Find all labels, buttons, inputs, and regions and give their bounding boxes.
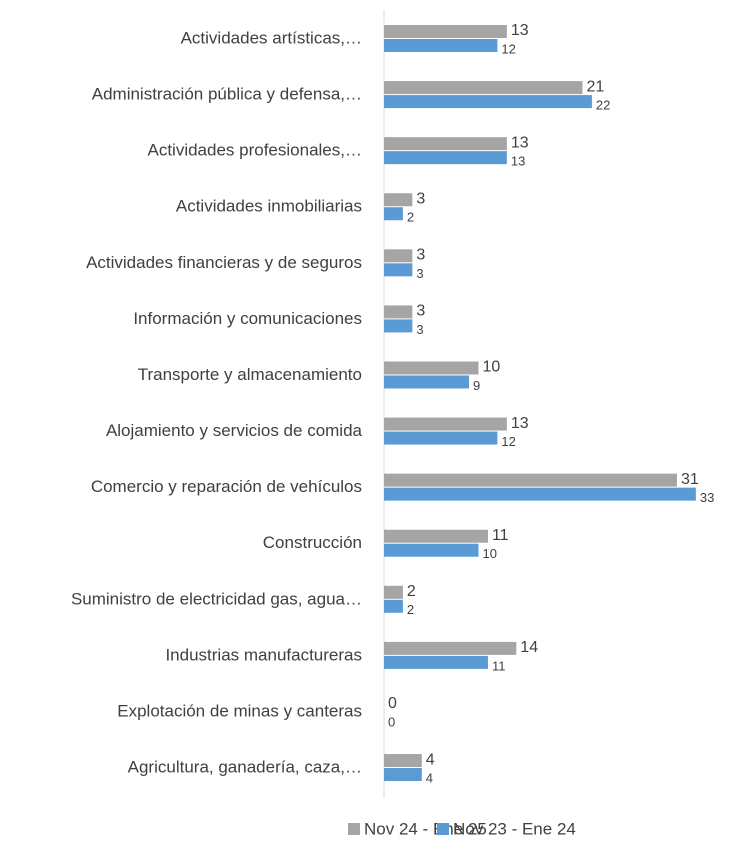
bar — [384, 431, 498, 445]
data-label: 4 — [426, 751, 435, 768]
category-label: Actividades profesionales,… — [147, 141, 362, 160]
data-label: 3 — [416, 190, 425, 207]
bar — [384, 768, 422, 782]
bar — [384, 543, 479, 557]
data-label: 13 — [511, 415, 529, 432]
data-label: 13 — [511, 22, 529, 39]
data-label: 11 — [492, 527, 509, 544]
data-label: 0 — [388, 695, 397, 712]
bar — [384, 473, 677, 487]
bar — [384, 249, 413, 263]
category-label: Transporte y almacenamiento — [138, 365, 362, 384]
bar — [384, 599, 403, 613]
bar — [384, 25, 507, 38]
data-label: 4 — [426, 770, 433, 785]
bar — [384, 319, 413, 333]
data-label: 10 — [483, 546, 497, 561]
bar — [384, 39, 498, 52]
data-label: 3 — [416, 266, 423, 281]
category-label: Suministro de electricidad gas, agua… — [71, 589, 362, 608]
category-label: Agricultura, ganadería, caza,… — [128, 758, 362, 777]
category-label: Alojamiento y servicios de comida — [106, 421, 363, 440]
data-label: 2 — [407, 583, 416, 600]
bar — [384, 305, 413, 319]
category-label: Información y comunicaciones — [133, 309, 362, 328]
category-label: Industrias manufactureras — [165, 645, 362, 664]
data-label: 14 — [520, 639, 538, 656]
bar — [384, 263, 413, 277]
bar — [384, 585, 403, 599]
bar — [384, 151, 507, 165]
data-label: 13 — [511, 154, 525, 169]
bar — [384, 417, 507, 431]
data-label: 12 — [501, 434, 515, 449]
category-label: Actividades artísticas,… — [181, 28, 362, 47]
bar — [384, 193, 413, 207]
category-label: Administración pública y defensa,… — [92, 85, 362, 104]
bar — [384, 641, 517, 655]
category-label: Actividades inmobiliarias — [176, 197, 362, 216]
data-label: 33 — [700, 490, 714, 505]
data-label: 22 — [596, 98, 610, 113]
category-label: Explotación de minas y canteras — [117, 701, 362, 720]
category-label: Actividades financieras y de seguros — [86, 253, 362, 272]
legend-label: Nov 23 - Ene 24 — [453, 819, 576, 838]
data-label: 13 — [511, 134, 529, 151]
data-label: 0 — [388, 714, 395, 729]
category-label: Comercio y reparación de vehículos — [91, 477, 362, 496]
bar — [384, 529, 488, 543]
data-label: 31 — [681, 471, 699, 488]
data-label: 2 — [407, 210, 414, 225]
data-label: 12 — [501, 41, 515, 56]
data-label: 10 — [483, 359, 501, 376]
data-label: 3 — [416, 322, 423, 337]
data-label: 3 — [416, 303, 425, 320]
legend-label: Nov 24 - Ene 25 — [364, 819, 487, 838]
legend-swatch — [437, 823, 449, 835]
category-label: Construcción — [263, 533, 362, 552]
data-label: 21 — [586, 78, 604, 95]
bar — [384, 375, 470, 389]
legend-swatch — [348, 823, 360, 835]
data-label: 3 — [416, 247, 425, 264]
data-label: 2 — [407, 602, 414, 617]
bar — [384, 361, 479, 375]
bar — [384, 655, 488, 669]
bar — [384, 207, 403, 221]
data-label: 9 — [473, 378, 480, 393]
bar — [384, 81, 583, 95]
bar — [384, 754, 422, 768]
bar — [384, 137, 507, 151]
bar — [384, 95, 592, 109]
bar — [384, 487, 696, 501]
data-label: 11 — [492, 658, 506, 673]
